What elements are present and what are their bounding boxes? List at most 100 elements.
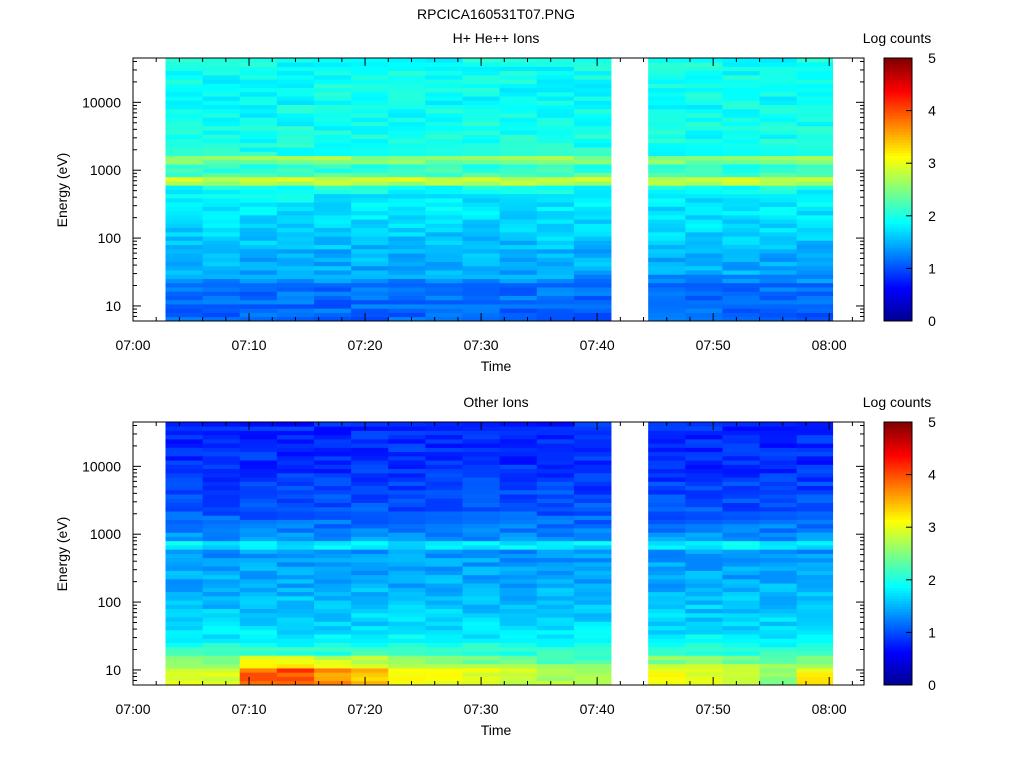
heatmap-cell [759, 511, 798, 516]
colorbar-swatch [884, 58, 912, 62]
heatmap-cell [462, 604, 501, 610]
heatmap-cell [536, 214, 575, 220]
heatmap-cell [536, 104, 575, 110]
heatmap-cell [648, 434, 686, 440]
heatmap-cell [685, 600, 723, 605]
colorbar-swatch [884, 297, 912, 301]
heatmap-cell [462, 172, 501, 178]
heatmap-cell [314, 185, 352, 190]
heatmap-cell [239, 62, 278, 67]
heatmap-cell [239, 270, 278, 275]
heatmap-cell [388, 528, 426, 533]
heatmap-cell [722, 434, 760, 440]
heatmap-cell [536, 426, 575, 431]
heatmap-cell [202, 464, 241, 470]
heatmap-cell [351, 574, 389, 580]
heatmap-cell [685, 87, 723, 93]
heatmap-cell [276, 168, 315, 173]
heatmap-cell [685, 464, 723, 470]
heatmap-cell [314, 506, 352, 512]
heatmap-cell [648, 519, 686, 525]
heatmap-cell [722, 604, 760, 610]
heatmap-cell [314, 646, 352, 652]
heatmap-cell [759, 181, 798, 186]
heatmap-cell [759, 680, 798, 686]
heatmap-cell [499, 193, 538, 199]
heatmap-cell [499, 528, 538, 533]
heatmap-cell [276, 74, 315, 80]
heatmap-cell [314, 672, 352, 677]
heatmap-cell [685, 604, 723, 610]
heatmap-cell [425, 659, 463, 665]
heatmap-cell [314, 164, 352, 169]
heatmap-cell [314, 147, 352, 152]
heatmap-cell [239, 278, 278, 284]
heatmap-cell [165, 434, 204, 440]
heatmap-cell [796, 248, 834, 254]
heatmap-cell [499, 591, 538, 597]
heatmap-cell [239, 172, 278, 178]
heatmap-cell [573, 557, 612, 563]
heatmap-cell [796, 629, 834, 635]
heatmap-cell [722, 591, 760, 597]
heatmap-cell [425, 278, 463, 284]
heatmap-cell [314, 83, 352, 89]
heatmap-cell [536, 176, 575, 182]
heatmap-cell [165, 206, 204, 212]
heatmap-cell [685, 185, 723, 190]
heatmap-cell [685, 125, 723, 131]
heatmap-cell [388, 168, 426, 173]
heatmap-cell [796, 502, 834, 508]
heatmap-cell [796, 261, 834, 267]
heatmap-cell [314, 587, 352, 593]
heatmap-cell [462, 655, 501, 660]
heatmap-cell [165, 587, 204, 593]
colorbar-swatch [884, 585, 912, 589]
heatmap-cell [796, 244, 834, 250]
heatmap-cell [796, 185, 834, 190]
heatmap-cell [759, 528, 798, 533]
heatmap-cell [314, 181, 352, 186]
heatmap-cell [648, 549, 686, 554]
heatmap-cell [165, 498, 204, 503]
heatmap-cell [759, 240, 798, 246]
heatmap-cell [462, 570, 501, 576]
heatmap-cell [314, 299, 352, 305]
heatmap-cell [573, 587, 612, 593]
heatmap-cell [499, 540, 538, 546]
heatmap-cell [573, 553, 612, 559]
colorbar-swatch [884, 278, 912, 283]
heatmap-cell [202, 299, 241, 305]
y-tick-label: 10 [105, 662, 121, 678]
heatmap-cell [462, 66, 501, 72]
heatmap-cell [314, 443, 352, 448]
heatmap-cell [276, 117, 315, 123]
heatmap-cell [202, 600, 241, 605]
heatmap-cell [351, 257, 389, 263]
heatmap-cell [573, 316, 612, 322]
heatmap-cell [722, 206, 760, 212]
heatmap-cell [499, 253, 538, 258]
heatmap-cell [351, 430, 389, 436]
heatmap-cell [462, 557, 501, 563]
colorbar-swatch [884, 642, 912, 647]
heatmap-cell [165, 663, 204, 669]
heatmap-cell [276, 147, 315, 152]
colorbar-swatch [884, 640, 912, 644]
heatmap-cell [499, 223, 538, 229]
heatmap-cell [165, 66, 204, 72]
heatmap-cell [722, 617, 760, 622]
heatmap-cell [759, 557, 798, 563]
heatmap-cell [351, 130, 389, 135]
heatmap-cell [722, 646, 760, 652]
heatmap-cells [165, 422, 834, 686]
heatmap-cell [202, 253, 241, 258]
heatmap-cell [499, 312, 538, 318]
heatmap-cell [796, 164, 834, 169]
heatmap-cell [759, 291, 798, 296]
heatmap-cell [351, 489, 389, 495]
heatmap-cell [276, 308, 315, 313]
colorbar-tick-label: 3 [928, 519, 936, 535]
heatmap-cell [425, 617, 463, 622]
heatmap-cell [165, 295, 204, 301]
